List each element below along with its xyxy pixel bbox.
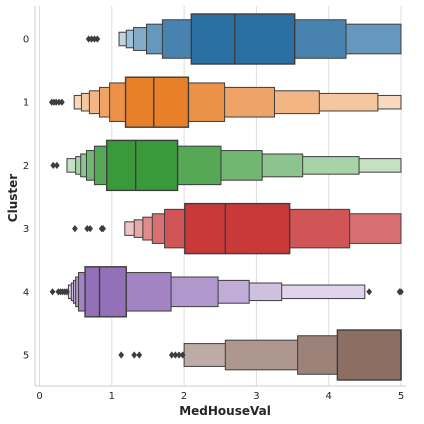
- boxen-level-1: [124, 76, 190, 128]
- outlier-point: [72, 225, 78, 233]
- outlier-point: [172, 351, 179, 359]
- series-cluster-5: [118, 329, 402, 381]
- boxen-level-1: [184, 202, 291, 255]
- y-tick-label: 4: [23, 287, 29, 298]
- outlier-point: [136, 351, 143, 359]
- boxen-level-1: [106, 139, 179, 192]
- outlier-point: [168, 351, 175, 359]
- outlier-point: [118, 351, 125, 359]
- outlier-point: [398, 288, 404, 296]
- outlier-point: [88, 35, 95, 43]
- outlier-point: [64, 288, 70, 296]
- outlier-point: [49, 288, 56, 296]
- series-cluster-2: [50, 139, 402, 192]
- outlier-point: [56, 98, 62, 106]
- outlier-point: [84, 225, 91, 233]
- y-axis-label: Cluster: [6, 174, 20, 222]
- x-tick-label: 1: [109, 391, 115, 402]
- outlier-point: [100, 225, 107, 233]
- series-cluster-3: [72, 202, 402, 255]
- outlier-point: [179, 351, 186, 359]
- outlier-point: [94, 35, 101, 43]
- x-axis-label: MedHouseVal: [179, 404, 271, 418]
- boxen-level-1: [190, 13, 296, 65]
- outlier-point: [366, 288, 373, 296]
- outlier-point: [91, 35, 98, 43]
- outlier-point: [87, 225, 93, 233]
- outlier-point: [53, 161, 60, 169]
- y-tick-label: 5: [23, 351, 29, 362]
- boxen-level-1: [336, 329, 402, 381]
- boxen-level-1: [84, 266, 127, 318]
- x-tick-label: 2: [181, 391, 187, 402]
- x-tick-label: 0: [36, 391, 42, 402]
- axes-spines: [34, 6, 406, 387]
- x-tick-label: 4: [326, 391, 332, 402]
- series-cluster-4: [49, 266, 404, 318]
- y-tick-label: 1: [23, 98, 29, 109]
- series-cluster-1: [48, 76, 402, 128]
- y-tick-label: 0: [23, 35, 29, 46]
- y-tick-label: 3: [23, 224, 29, 235]
- y-tick-labels: 0 1 2 3 4 5: [23, 35, 29, 362]
- outlier-point: [176, 351, 182, 359]
- x-tick-labels: 0 1 2 3 4 5: [36, 391, 404, 402]
- series-cluster-0: [85, 13, 402, 65]
- grid-lines: [39, 6, 402, 386]
- outlier-point: [85, 35, 92, 43]
- outlier-point: [59, 98, 65, 106]
- outlier-point: [53, 98, 60, 106]
- x-tick-label: 5: [398, 391, 404, 402]
- y-tick-label: 2: [23, 161, 29, 172]
- boxen-series: [48, 13, 404, 381]
- outlier-point: [50, 161, 57, 169]
- outlier-point: [131, 351, 138, 359]
- x-tick-label: 3: [253, 391, 259, 402]
